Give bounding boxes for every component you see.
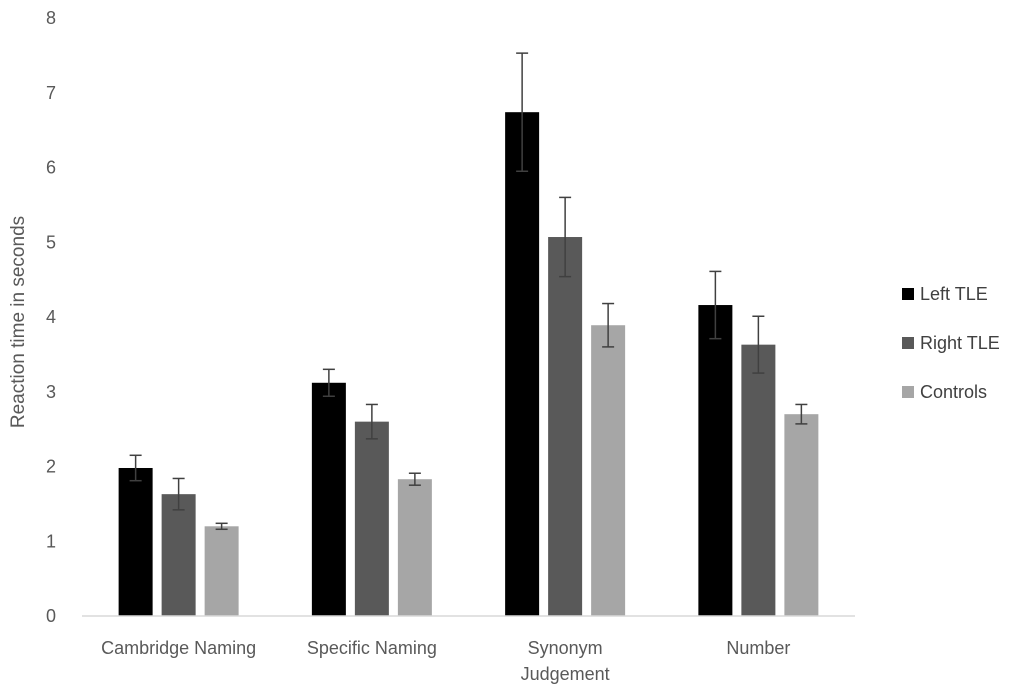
legend-label: Left TLE bbox=[920, 284, 988, 304]
bar bbox=[118, 467, 153, 616]
bar bbox=[397, 479, 432, 616]
legend-label: Controls bbox=[920, 382, 987, 402]
x-tick-label: Number bbox=[726, 638, 790, 658]
y-tick-label: 1 bbox=[46, 531, 56, 551]
error-bar bbox=[709, 270, 722, 340]
error-bar bbox=[365, 403, 378, 440]
error-bar bbox=[322, 368, 335, 397]
error-bar bbox=[752, 315, 765, 374]
legend-swatch bbox=[902, 288, 914, 300]
bar bbox=[698, 305, 733, 616]
bar bbox=[741, 344, 776, 616]
bar bbox=[505, 112, 540, 616]
x-tick-label: Specific Naming bbox=[307, 638, 437, 658]
error-bar bbox=[795, 403, 808, 425]
bar bbox=[311, 382, 346, 616]
bar bbox=[354, 421, 389, 616]
bar bbox=[784, 414, 819, 616]
error-bar bbox=[602, 302, 615, 348]
y-tick-label: 6 bbox=[46, 158, 56, 178]
x-tick-label: Synonym Judgement bbox=[521, 638, 610, 684]
legend-label: Right TLE bbox=[920, 333, 1000, 353]
legend-swatch bbox=[902, 386, 914, 398]
x-tick-label: Cambridge Naming bbox=[101, 638, 256, 658]
y-axis-ticks: 0 1 2 3 4 5 6 7 8 bbox=[46, 8, 56, 626]
y-axis-label: Reaction time in seconds bbox=[8, 216, 29, 428]
error-bar bbox=[215, 522, 228, 531]
error-bar bbox=[172, 477, 185, 511]
error-bar bbox=[516, 52, 529, 172]
bar bbox=[161, 494, 196, 616]
y-tick-label: 0 bbox=[46, 606, 56, 626]
bar bbox=[204, 526, 239, 616]
y-tick-label: 2 bbox=[46, 457, 56, 477]
y-tick-label: 7 bbox=[46, 83, 56, 103]
bar bbox=[548, 237, 583, 616]
error-bar bbox=[559, 196, 572, 278]
y-tick-label: 3 bbox=[46, 382, 56, 402]
y-tick-label: 4 bbox=[46, 307, 56, 327]
error-bar bbox=[129, 454, 142, 482]
error-bar bbox=[408, 472, 421, 486]
y-tick-label: 8 bbox=[46, 8, 56, 28]
legend-swatch bbox=[902, 337, 914, 349]
bar-group bbox=[118, 52, 819, 616]
legend: Left TLE Right TLE Controls bbox=[902, 284, 1000, 402]
y-tick-label: 5 bbox=[46, 232, 56, 252]
x-axis-labels: Cambridge Naming Specific Naming Synonym Ju… bbox=[101, 638, 790, 684]
bar bbox=[591, 325, 626, 616]
